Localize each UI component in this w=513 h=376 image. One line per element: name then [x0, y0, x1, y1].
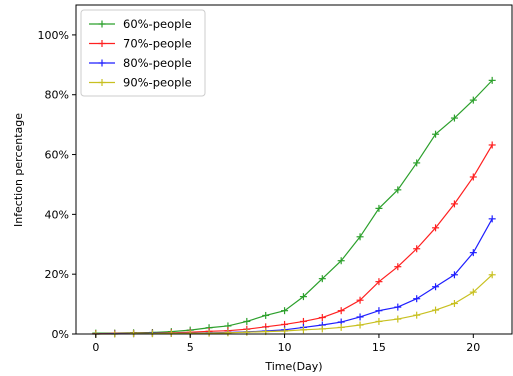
- y-tick-label: 60%: [45, 149, 69, 162]
- legend: 60%-people 70%-people 80%-people 90%-people: [80, 9, 206, 97]
- legend-label: 70%-people: [123, 37, 192, 51]
- data-point: [318, 314, 326, 322]
- data-point: [394, 315, 402, 323]
- data-point: [488, 215, 496, 223]
- x-axis-label: Time(Day): [264, 360, 322, 373]
- series-line: [95, 79, 493, 334]
- data-point: [299, 326, 307, 334]
- data-point: [450, 200, 458, 208]
- data-point: [394, 303, 402, 311]
- data-point: [318, 275, 326, 283]
- y-axis-label: Infection percentage: [12, 113, 25, 227]
- data-point: [375, 278, 383, 286]
- data-point: [281, 327, 289, 335]
- data-point: [394, 186, 402, 194]
- data-point: [262, 311, 270, 319]
- data-point: [413, 295, 421, 303]
- series-layer: [92, 76, 496, 338]
- data-point: [450, 114, 458, 122]
- y-tick-label: 20%: [45, 268, 69, 281]
- plot-frame: [75, 4, 513, 335]
- data-point: [413, 159, 421, 167]
- data-point: [432, 224, 440, 232]
- x-tick-label: 10: [278, 341, 292, 354]
- data-point: [488, 76, 496, 84]
- data-point: [469, 288, 477, 296]
- data-point: [299, 317, 307, 325]
- data-point: [469, 249, 477, 257]
- data-point: [413, 311, 421, 319]
- series-90%-people: [92, 271, 496, 338]
- y-axis-ticks: 0% 20% 40% 60% 80% 100%: [38, 29, 76, 341]
- x-tick-label: 20: [466, 341, 480, 354]
- data-point: [432, 306, 440, 314]
- data-point: [432, 283, 440, 291]
- data-point: [167, 329, 175, 337]
- x-tick-label: 0: [92, 341, 99, 354]
- data-point: [469, 173, 477, 181]
- data-point: [413, 245, 421, 253]
- data-point: [318, 325, 326, 333]
- data-point: [375, 307, 383, 315]
- y-tick-label: 40%: [45, 208, 69, 221]
- legend-label: 80%-people: [123, 56, 192, 70]
- data-point: [375, 317, 383, 325]
- legend-entry: 60%-people: [89, 17, 192, 31]
- legend-label: 60%-people: [123, 17, 192, 31]
- series-line: [95, 218, 493, 335]
- data-point: [205, 329, 213, 337]
- data-point: [356, 321, 364, 329]
- series-60%-people: [92, 76, 496, 337]
- data-point: [469, 96, 477, 104]
- data-point: [450, 271, 458, 279]
- data-point: [337, 257, 345, 265]
- data-point: [299, 293, 307, 301]
- data-point: [488, 141, 496, 149]
- data-point: [394, 263, 402, 271]
- data-point: [375, 204, 383, 212]
- data-point: [281, 307, 289, 315]
- series-80%-people: [92, 215, 496, 338]
- legend-entry: 70%-people: [89, 37, 192, 51]
- data-point: [243, 317, 251, 325]
- legend-box: [80, 9, 206, 97]
- data-point: [356, 296, 364, 304]
- data-point: [450, 299, 458, 307]
- data-point: [356, 313, 364, 321]
- legend-entry: 80%-people: [89, 56, 192, 70]
- data-point: [488, 271, 496, 279]
- y-tick-label: 0%: [52, 328, 69, 341]
- y-tick-label: 100%: [38, 29, 69, 42]
- data-point: [224, 329, 232, 337]
- series-line: [95, 144, 493, 335]
- data-point: [337, 307, 345, 315]
- data-point: [337, 323, 345, 331]
- data-point: [356, 233, 364, 241]
- y-tick-label: 80%: [45, 89, 69, 102]
- legend-entry: 90%-people: [89, 76, 192, 90]
- series-line: [95, 274, 493, 335]
- x-tick-label: 5: [187, 341, 194, 354]
- legend-label: 90%-people: [123, 76, 192, 90]
- x-axis-ticks: 0 5 10 15 20: [92, 334, 480, 354]
- data-point: [432, 130, 440, 138]
- x-tick-label: 15: [372, 341, 386, 354]
- data-point: [243, 328, 251, 336]
